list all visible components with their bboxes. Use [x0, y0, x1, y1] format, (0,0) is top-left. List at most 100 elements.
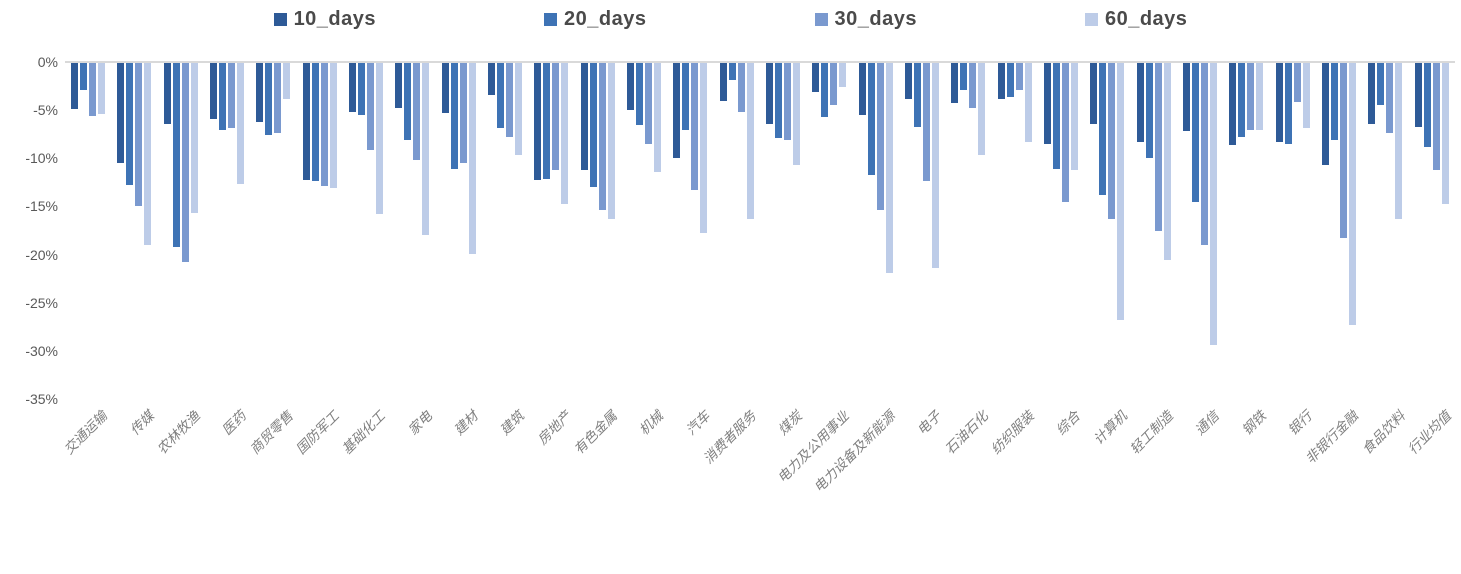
legend-label: 20_days — [564, 8, 647, 30]
bar — [71, 62, 79, 110]
legend-swatch-icon — [814, 13, 828, 26]
bar-group — [482, 62, 528, 399]
bar — [506, 62, 514, 138]
bar-group — [297, 62, 343, 399]
bar — [1044, 62, 1052, 144]
bar — [367, 62, 375, 150]
bar — [256, 62, 264, 122]
bar — [422, 62, 430, 236]
x-axis-category-label: 银行 — [1285, 408, 1315, 438]
bar — [1062, 62, 1070, 202]
plot-area — [65, 61, 1455, 399]
bar — [117, 62, 125, 164]
y-axis-tick-label: -30% — [25, 342, 58, 359]
bar — [1414, 62, 1422, 127]
bar — [682, 62, 690, 131]
bar-group — [575, 62, 621, 399]
bar — [1024, 62, 1032, 142]
bar — [598, 62, 606, 211]
bar — [923, 62, 931, 182]
bar — [830, 62, 838, 106]
bar — [673, 62, 681, 159]
chart-legend: 10_days 20_days 30_days 60_days — [0, 8, 1461, 31]
bar-group — [343, 62, 389, 399]
bar — [1395, 62, 1403, 219]
bar — [376, 62, 384, 215]
bar-chart: 10_days 20_days 30_days 60_days 0% -5% -10… — [0, 8, 1461, 496]
bar — [89, 62, 97, 116]
legend-item-10-days: 10_days — [273, 8, 376, 31]
legend-swatch-icon — [1084, 13, 1098, 26]
legend-label: 30_days — [834, 8, 917, 30]
bar-group — [528, 62, 574, 399]
bar — [1293, 62, 1301, 102]
bar — [172, 62, 180, 247]
bar-group — [389, 62, 435, 399]
y-axis-tick-label: -10% — [25, 150, 58, 167]
bar — [766, 62, 774, 124]
bar — [320, 62, 328, 187]
bar — [997, 62, 1005, 99]
bar — [1423, 62, 1431, 147]
bar — [978, 62, 986, 156]
bar — [784, 62, 792, 140]
bar — [358, 62, 366, 115]
bar — [441, 62, 449, 113]
bar — [719, 62, 727, 101]
bar — [858, 62, 866, 115]
bar — [1247, 62, 1255, 131]
bar-group — [945, 62, 991, 399]
bar — [283, 62, 291, 99]
bar — [1071, 62, 1079, 170]
bar — [413, 62, 421, 161]
bar — [627, 62, 635, 111]
bar — [1256, 62, 1264, 131]
bar — [1117, 62, 1125, 320]
bar — [1238, 62, 1246, 138]
bar-group — [1270, 62, 1316, 399]
bar — [1377, 62, 1385, 106]
y-axis-tick-label: -25% — [25, 294, 58, 311]
bar-group — [111, 62, 157, 399]
bar-group — [760, 62, 806, 399]
bar — [1210, 62, 1218, 346]
bar — [654, 62, 662, 172]
bar — [1368, 62, 1376, 124]
bar-group — [1409, 62, 1455, 399]
x-axis-category-label: 建材 — [451, 408, 481, 438]
bar — [1163, 62, 1171, 261]
bar — [404, 62, 412, 140]
bar — [589, 62, 597, 188]
bar — [302, 62, 310, 180]
bar — [1183, 62, 1191, 132]
bar — [812, 62, 820, 92]
y-axis-tick-label: 0% — [37, 54, 58, 70]
bar — [1229, 62, 1237, 145]
bar — [98, 62, 106, 114]
bar-group — [806, 62, 852, 399]
bar — [645, 62, 653, 144]
bar — [607, 62, 615, 219]
bar — [543, 62, 551, 179]
bar-group — [1316, 62, 1362, 399]
bar — [349, 62, 357, 113]
bar — [144, 62, 152, 245]
bar — [885, 62, 893, 273]
bar — [1006, 62, 1014, 97]
bar — [1090, 62, 1098, 124]
bar — [515, 62, 523, 156]
bar-group — [1131, 62, 1177, 399]
bar — [219, 62, 227, 131]
bar — [552, 62, 560, 170]
bar — [210, 62, 218, 119]
bar — [274, 62, 282, 134]
bar — [1099, 62, 1107, 195]
legend-item-30-days: 30_days — [814, 8, 917, 31]
bar — [960, 62, 968, 90]
bar — [468, 62, 476, 254]
bar — [228, 62, 236, 129]
y-axis-tick-label: -20% — [25, 246, 58, 263]
bar — [932, 62, 940, 269]
bar — [1201, 62, 1209, 245]
bar — [700, 62, 708, 234]
